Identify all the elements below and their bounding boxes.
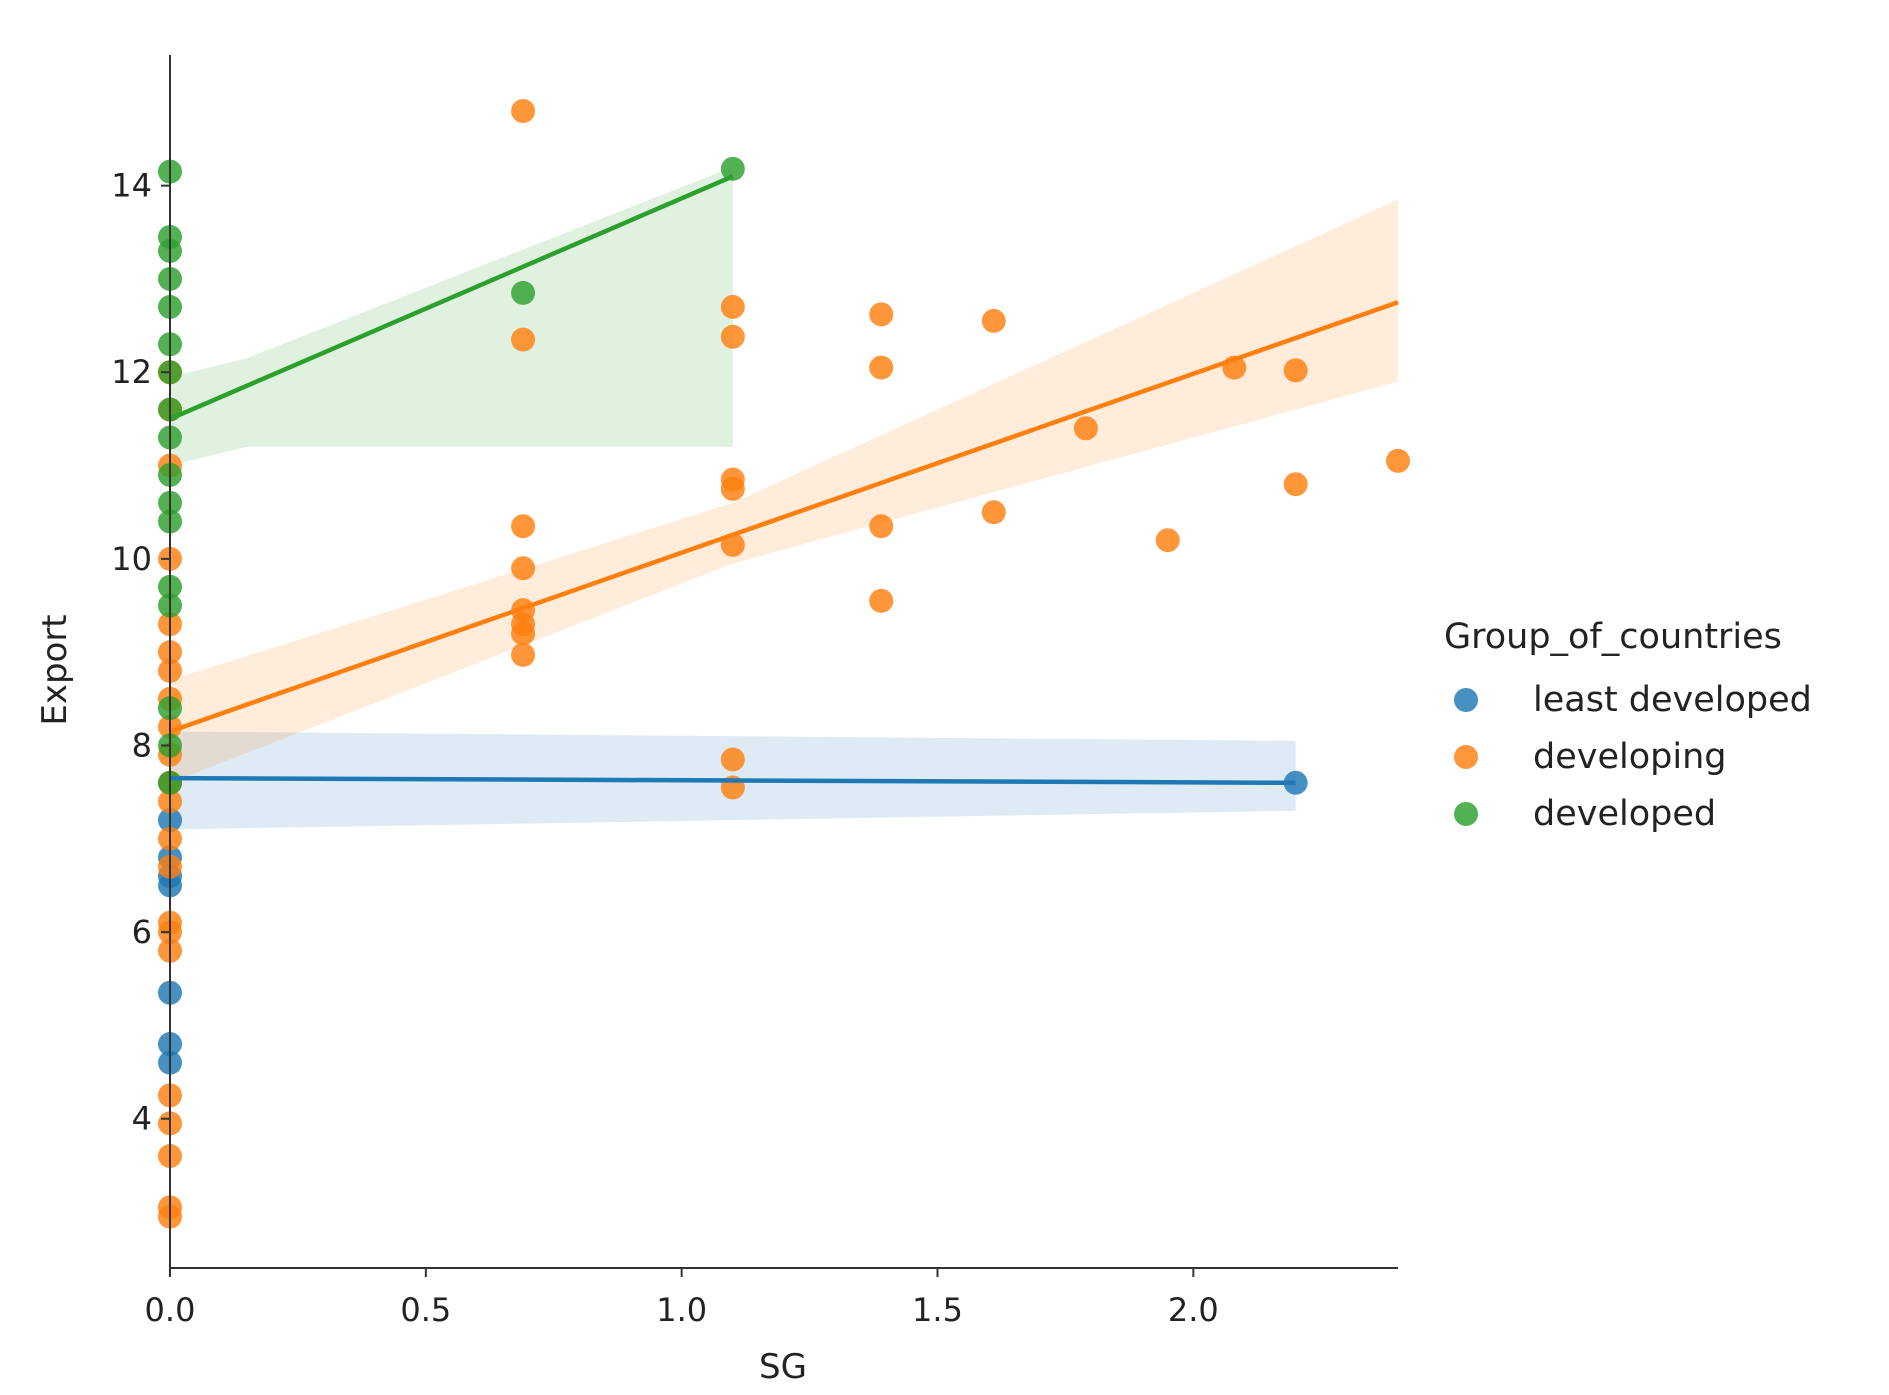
point-developing bbox=[981, 308, 1006, 333]
point-developing bbox=[511, 327, 536, 352]
x-tick-label: 1.5 bbox=[912, 1291, 963, 1329]
y-axis-ticks: 4 6 8 10 12 14 bbox=[111, 167, 170, 1138]
x-tick-label: 2.0 bbox=[1168, 1291, 1219, 1329]
point-developing bbox=[720, 476, 745, 501]
y-tick-label: 14 bbox=[111, 167, 152, 205]
legend-label-least-developed: least developed bbox=[1533, 680, 1812, 720]
legend-label-developing: developing bbox=[1533, 737, 1726, 777]
point-developing bbox=[869, 514, 894, 539]
y-tick-label: 4 bbox=[132, 1100, 152, 1138]
point-developed bbox=[511, 280, 536, 305]
legend-marker-developed bbox=[1454, 802, 1478, 826]
point-developing bbox=[511, 98, 536, 123]
point-developing bbox=[511, 514, 536, 539]
point-developing bbox=[511, 621, 536, 646]
confidence-bands bbox=[170, 166, 1398, 830]
point-developing bbox=[869, 355, 894, 380]
fit-line-least-developed bbox=[169, 775, 1296, 786]
legend: Group_of_countries least developed develo… bbox=[1444, 617, 1812, 834]
legend-title: Group_of_countries bbox=[1444, 617, 1782, 657]
ci-band-developing bbox=[170, 199, 1398, 783]
point-developing bbox=[1283, 358, 1308, 383]
point-developing bbox=[1283, 472, 1308, 497]
y-tick-label: 12 bbox=[111, 353, 152, 391]
point-developing bbox=[720, 747, 745, 772]
point-developing bbox=[720, 294, 745, 319]
legend-label-developed: developed bbox=[1533, 794, 1716, 834]
point-developing bbox=[1155, 528, 1180, 553]
legend-marker-developing bbox=[1454, 745, 1478, 769]
x-tick-label: 0.5 bbox=[400, 1291, 451, 1329]
ci-band-developed bbox=[170, 166, 733, 466]
x-axis-label: SG bbox=[759, 1347, 807, 1387]
point-developing bbox=[869, 588, 894, 613]
y-tick-label: 8 bbox=[132, 726, 152, 764]
x-axis-ticks: 0.0 0.5 1.0 1.5 2.0 bbox=[145, 1268, 1219, 1329]
point-developing bbox=[1073, 416, 1098, 441]
point-developed bbox=[720, 156, 745, 181]
fit-line-developed bbox=[169, 174, 734, 421]
point-developing bbox=[720, 324, 745, 349]
point-developing bbox=[1386, 448, 1410, 473]
point-developing bbox=[511, 556, 536, 581]
y-axis-label: Export bbox=[35, 614, 75, 725]
point-developing bbox=[511, 642, 536, 667]
point-developing bbox=[981, 500, 1006, 525]
x-tick-label: 1.0 bbox=[656, 1291, 707, 1329]
legend-marker-least-developed bbox=[1454, 688, 1478, 712]
fit-line-developing bbox=[169, 300, 1399, 734]
x-tick-label: 0.0 bbox=[145, 1291, 196, 1329]
regression-lines bbox=[169, 174, 1399, 786]
y-tick-label: 10 bbox=[111, 540, 152, 578]
point-developing bbox=[869, 302, 894, 327]
legend-items: least developed developing developed bbox=[1454, 680, 1812, 834]
y-tick-label: 6 bbox=[132, 913, 152, 951]
